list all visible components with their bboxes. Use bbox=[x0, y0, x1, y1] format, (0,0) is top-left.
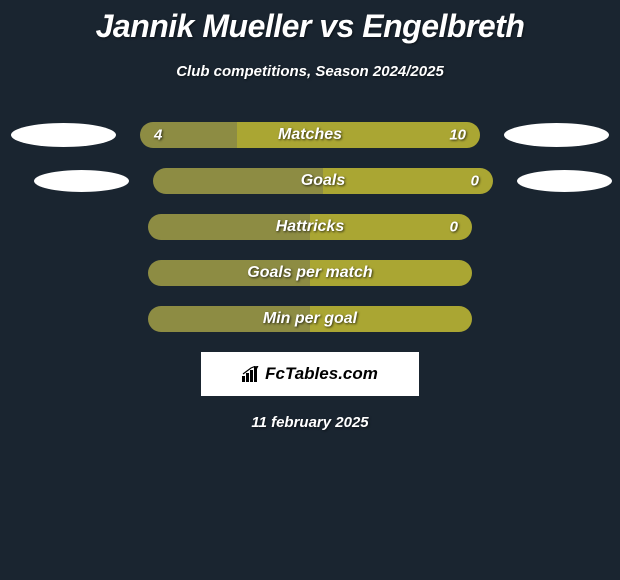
bar-goals-per-match: Goals per match bbox=[148, 260, 472, 286]
comparison-widget: Jannik Mueller vs Engelbreth Club compet… bbox=[0, 0, 620, 431]
bar-min-per-goal: Min per goal bbox=[148, 306, 472, 332]
stat-row-goals-per-match: Goals per match bbox=[0, 260, 620, 286]
stat-row-min-per-goal: Min per goal bbox=[0, 306, 620, 332]
bar-label: Goals per match bbox=[247, 264, 372, 282]
bar-left-fill bbox=[153, 168, 323, 194]
stat-row-matches: 4 Matches 10 bbox=[0, 122, 620, 148]
logo-box[interactable]: FcTables.com bbox=[201, 352, 419, 396]
bar-label: Min per goal bbox=[263, 310, 357, 328]
date-text: 11 february 2025 bbox=[0, 414, 620, 431]
value-right: 0 bbox=[450, 219, 458, 236]
bar-label: Goals bbox=[301, 172, 345, 190]
bar-matches: 4 Matches 10 bbox=[140, 122, 480, 148]
subtitle: Club competitions, Season 2024/2025 bbox=[0, 63, 620, 80]
player-left-ellipse bbox=[11, 123, 116, 147]
bar-right-fill bbox=[323, 168, 493, 194]
chart-area: 4 Matches 10 0 Goals 0 0 Hattr bbox=[0, 122, 620, 332]
player-right-ellipse bbox=[504, 123, 609, 147]
chart-icon bbox=[242, 366, 262, 382]
value-left: 4 bbox=[154, 127, 162, 144]
logo-text: FcTables.com bbox=[242, 364, 378, 384]
bar-goals: 0 Goals 0 bbox=[153, 168, 493, 194]
player-left-ellipse bbox=[34, 170, 129, 192]
player-right-ellipse bbox=[517, 170, 612, 192]
value-right: 10 bbox=[449, 127, 466, 144]
value-right: 0 bbox=[471, 173, 479, 190]
bar-label: Hattricks bbox=[276, 218, 344, 236]
stat-row-goals: 0 Goals 0 bbox=[0, 168, 620, 194]
bar-label: Matches bbox=[278, 126, 342, 144]
bar-hattricks: 0 Hattricks 0 bbox=[148, 214, 472, 240]
logo-label: FcTables.com bbox=[265, 364, 378, 384]
bar-right-fill bbox=[237, 122, 480, 148]
stat-row-hattricks: 0 Hattricks 0 bbox=[0, 214, 620, 240]
page-title: Jannik Mueller vs Engelbreth bbox=[0, 8, 620, 45]
